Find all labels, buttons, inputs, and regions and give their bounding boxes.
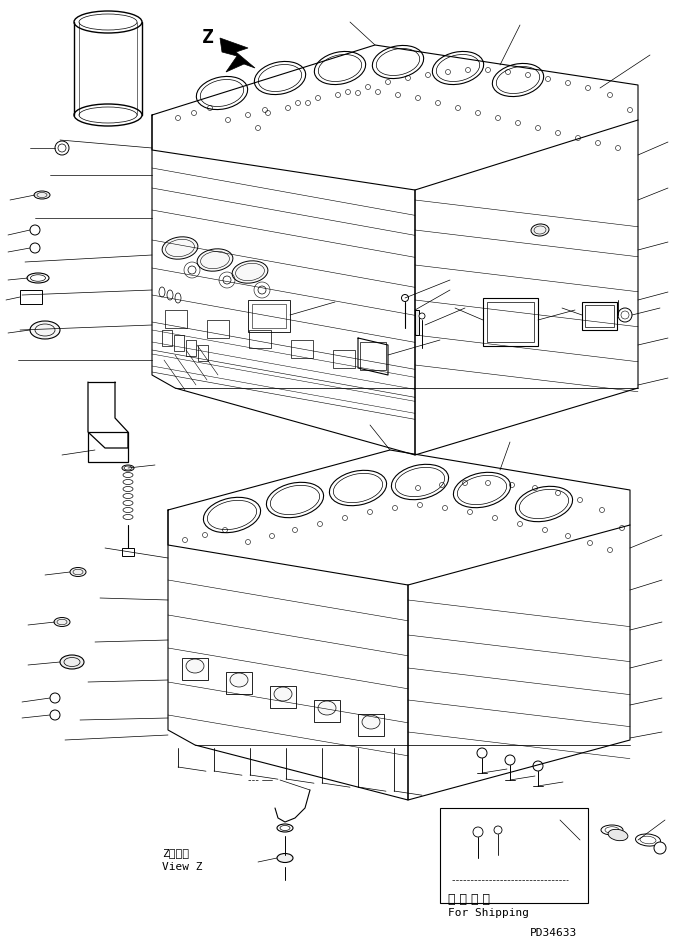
Circle shape [654, 842, 666, 854]
Bar [270, 686, 296, 708]
Ellipse shape [277, 824, 293, 832]
Bar [186, 340, 196, 356]
Ellipse shape [30, 321, 60, 339]
Text: View Z: View Z [162, 862, 202, 872]
Ellipse shape [608, 830, 628, 841]
Ellipse shape [74, 104, 142, 126]
Bar [165, 310, 187, 328]
Ellipse shape [277, 853, 293, 863]
Bar [248, 300, 290, 332]
Bar [207, 320, 229, 338]
Ellipse shape [54, 618, 70, 626]
Bar [174, 335, 184, 351]
Bar [88, 432, 128, 462]
Bar [198, 345, 208, 361]
Ellipse shape [274, 687, 292, 701]
Ellipse shape [230, 673, 248, 687]
Bar [182, 658, 208, 680]
Bar [415, 310, 419, 335]
Circle shape [419, 313, 425, 319]
Bar [487, 302, 534, 342]
Bar [582, 302, 617, 330]
Bar [440, 808, 588, 903]
Bar [252, 304, 286, 328]
Ellipse shape [232, 261, 268, 283]
Ellipse shape [27, 273, 49, 283]
Ellipse shape [318, 701, 336, 715]
Ellipse shape [60, 655, 84, 669]
Text: For Shipping: For Shipping [448, 908, 529, 918]
Text: Z　　視: Z 視 [162, 848, 189, 858]
Text: PD34633: PD34633 [530, 928, 577, 938]
Ellipse shape [74, 11, 142, 33]
Bar [162, 330, 172, 346]
Bar [20, 290, 42, 304]
Bar [333, 350, 355, 368]
Ellipse shape [197, 249, 233, 272]
Bar [358, 714, 384, 736]
Bar [226, 672, 252, 694]
Bar [291, 340, 313, 358]
Bar [483, 298, 538, 346]
Polygon shape [220, 38, 255, 72]
Bar [314, 700, 340, 722]
Text: Z: Z [202, 28, 214, 47]
Bar [585, 305, 614, 327]
Ellipse shape [635, 834, 661, 846]
Ellipse shape [162, 236, 198, 259]
Ellipse shape [34, 191, 50, 199]
Bar [122, 548, 134, 556]
Bar [360, 342, 386, 370]
Text: 運 搄 部 品: 運 搄 部 品 [448, 893, 490, 906]
Bar [249, 330, 271, 348]
Ellipse shape [531, 224, 549, 236]
Ellipse shape [70, 568, 86, 576]
Ellipse shape [601, 825, 623, 835]
Ellipse shape [362, 715, 380, 729]
Ellipse shape [186, 659, 204, 673]
